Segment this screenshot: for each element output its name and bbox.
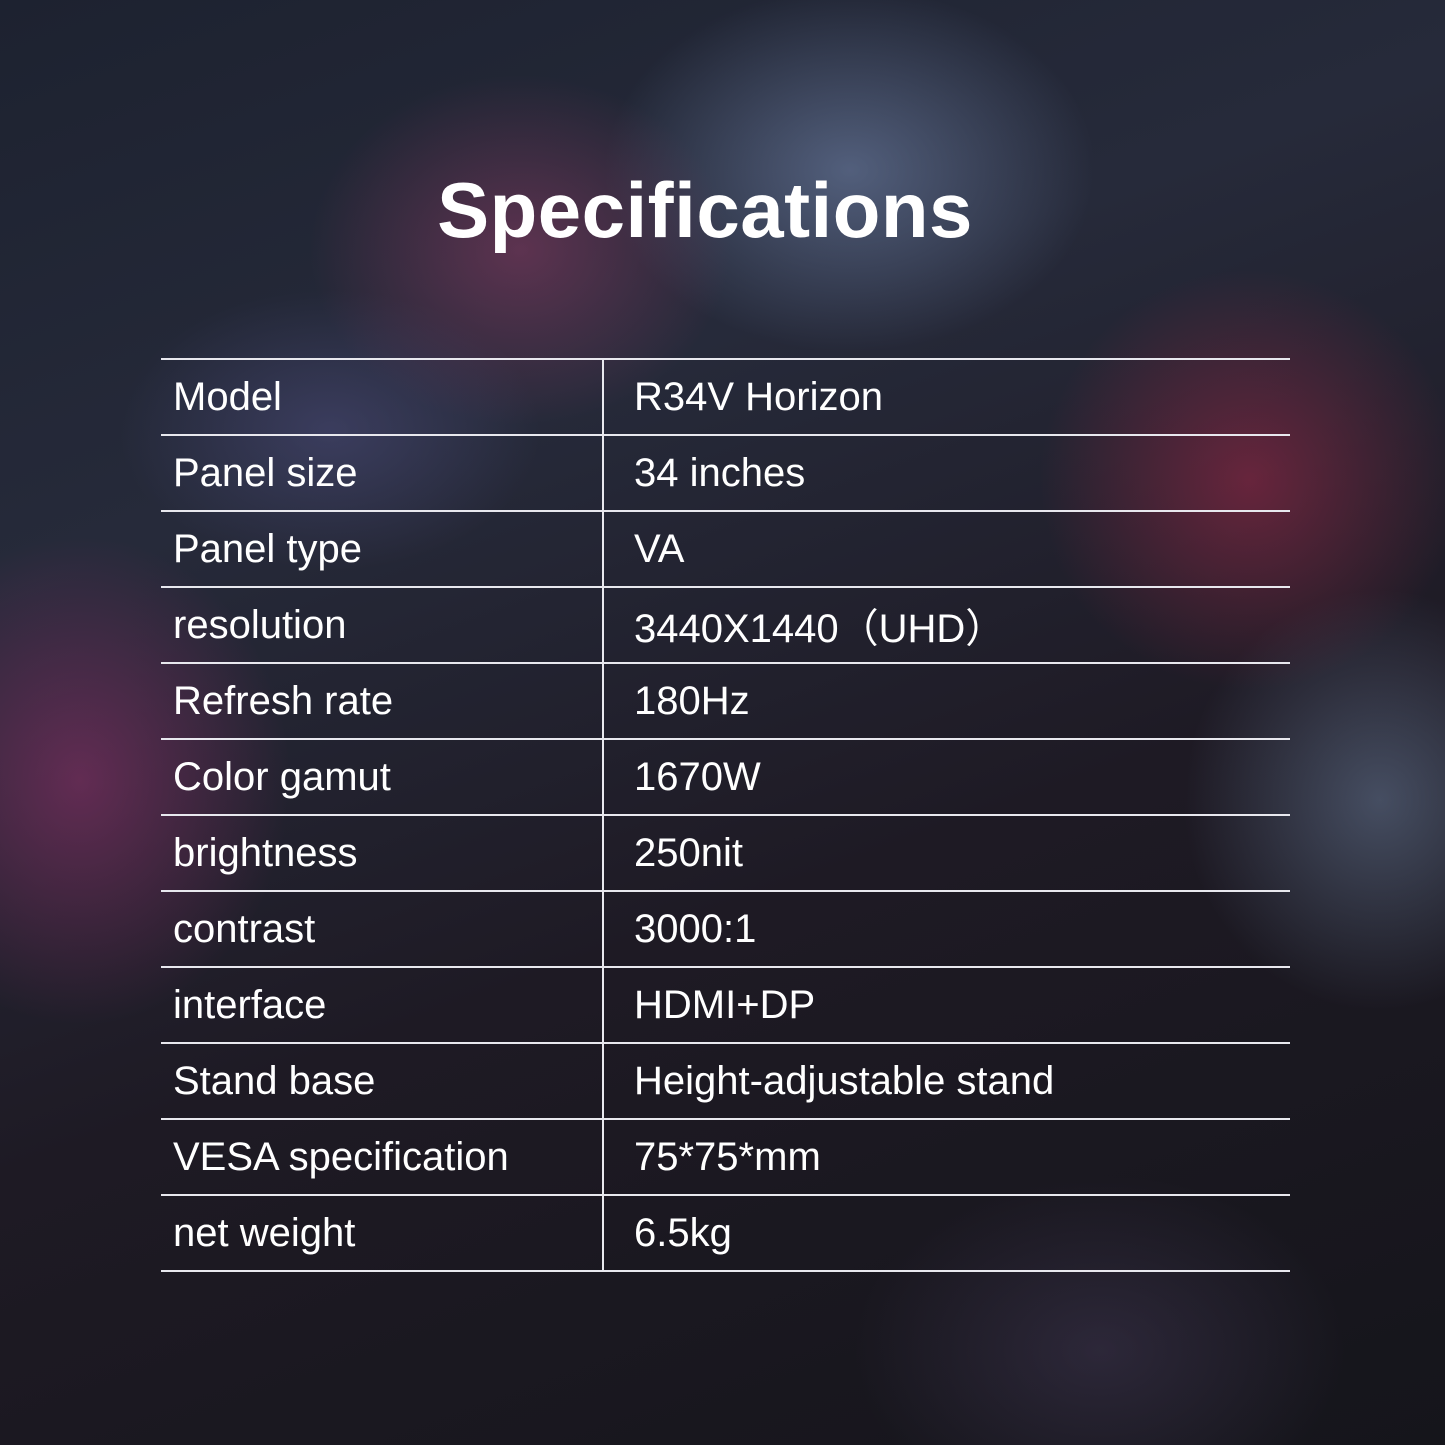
spec-value: 180Hz (603, 662, 1290, 740)
spec-label: Panel type (161, 510, 604, 588)
spec-label: resolution (161, 586, 604, 664)
spec-table: Model R34V Horizon Panel size 34 inches Pane… (161, 358, 1290, 1272)
page-title: Specifications (437, 166, 973, 254)
spec-label: Model (161, 358, 604, 436)
spec-row: Refresh rate 180Hz (161, 662, 1290, 740)
spec-value: 250nit (603, 814, 1290, 892)
spec-value: Height-adjustable stand (603, 1042, 1290, 1120)
spec-row: Model R34V Horizon (161, 358, 1290, 436)
spec-value: 75*75*mm (603, 1118, 1290, 1196)
spec-value: 6.5kg (603, 1194, 1290, 1272)
spec-label: Panel size (161, 434, 604, 512)
spec-label: brightness (161, 814, 604, 892)
spec-value: VA (603, 510, 1290, 588)
spec-row: brightness 250nit (161, 814, 1290, 892)
spec-row: net weight 6.5kg (161, 1194, 1290, 1272)
spec-label: interface (161, 966, 604, 1044)
spec-label: Refresh rate (161, 662, 604, 740)
spec-label: Color gamut (161, 738, 604, 816)
spec-label: VESA specification (161, 1118, 604, 1196)
spec-value: R34V Horizon (603, 358, 1290, 436)
spec-row: Panel size 34 inches (161, 434, 1290, 512)
spec-row: Color gamut 1670W (161, 738, 1290, 816)
spec-value: 3440X1440（UHD） (603, 586, 1290, 664)
spec-label: net weight (161, 1194, 604, 1272)
spec-value: 3000:1 (603, 890, 1290, 968)
spec-row: contrast 3000:1 (161, 890, 1290, 968)
spec-value: 1670W (603, 738, 1290, 816)
spec-label: Stand base (161, 1042, 604, 1120)
spec-row: resolution 3440X1440（UHD） (161, 586, 1290, 664)
spec-row: Panel type VA (161, 510, 1290, 588)
spec-value: HDMI+DP (603, 966, 1290, 1044)
spec-row: Stand base Height-adjustable stand (161, 1042, 1290, 1120)
spec-row: VESA specification 75*75*mm (161, 1118, 1290, 1196)
spec-row: interface HDMI+DP (161, 966, 1290, 1044)
spec-value: 34 inches (603, 434, 1290, 512)
spec-label: contrast (161, 890, 604, 968)
